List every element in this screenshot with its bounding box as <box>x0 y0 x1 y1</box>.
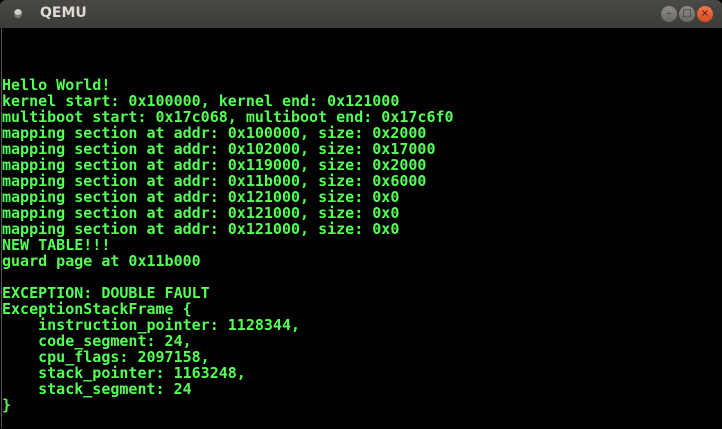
close-button[interactable]: × <box>697 6 713 22</box>
console-line: mapping section at addr: 0x11b000, size:… <box>2 172 427 190</box>
console-line: guard page at 0x11b000 <box>2 252 201 270</box>
console-line <box>2 268 722 284</box>
maximize-button[interactable]: □ <box>679 6 695 22</box>
console-line: mapping section at addr: 0x100000, size:… <box>2 124 427 142</box>
minimize-icon: – <box>666 8 672 19</box>
console-line: mapping section at addr: 0x119000, size:… <box>2 156 427 174</box>
qemu-icon <box>14 9 22 18</box>
console-line: kernel start: 0x100000, kernel end: 0x12… <box>2 92 400 110</box>
close-icon: × <box>700 8 710 19</box>
console-line: NEW TABLE!!! <box>2 236 111 254</box>
console-line: instruction_pointer: 1128344, <box>2 316 301 334</box>
console-line: cpu_flags: 2097158, <box>2 348 210 366</box>
console-line: mapping section at addr: 0x121000, size:… <box>2 188 400 206</box>
console-line: code_segment: 24, <box>2 332 192 350</box>
window-title: QEMU <box>40 5 87 21</box>
vga-console[interactable]: Hello World! kernel start: 0x100000, kern… <box>1 28 722 428</box>
minimize-button[interactable]: – <box>661 6 677 22</box>
console-line: multiboot start: 0x17c068, multiboot end… <box>2 108 454 126</box>
console-line: stack_pointer: 1163248, <box>2 364 246 382</box>
console-line: mapping section at addr: 0x121000, size:… <box>2 220 400 238</box>
console-line: } <box>2 396 12 414</box>
console-line <box>2 28 722 44</box>
title-bar[interactable]: QEMU – □ × <box>0 0 722 28</box>
console-line: ExceptionStackFrame { <box>2 300 192 318</box>
console-line: mapping section at addr: 0x121000, size:… <box>2 204 400 222</box>
console-line: mapping section at addr: 0x102000, size:… <box>2 140 436 158</box>
console-line <box>2 60 722 76</box>
maximize-icon: □ <box>682 8 692 19</box>
console-line <box>2 44 722 60</box>
console-line: Hello World! <box>2 76 111 94</box>
console-line: EXCEPTION: DOUBLE FAULT <box>2 284 210 302</box>
console-line: stack_segment: 24 <box>2 380 192 398</box>
